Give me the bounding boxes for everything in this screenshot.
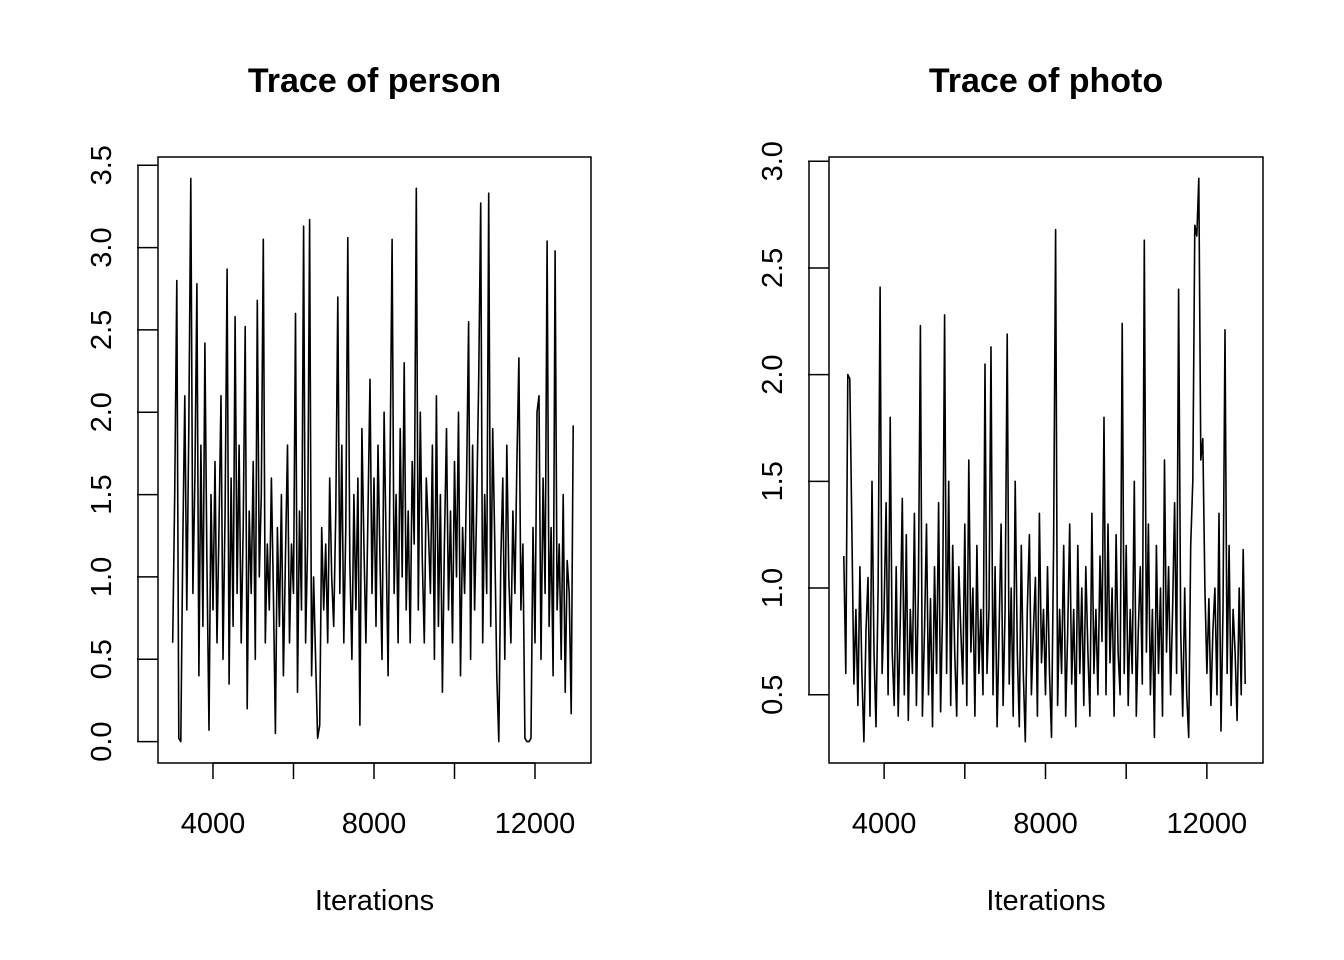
trace-line	[171, 177, 574, 743]
x-tick-label: 8000	[342, 808, 407, 840]
y-tick-label: 2.5	[757, 248, 789, 288]
y-axis: 0.0 0.5 1.0 1.5 2.0 2.5 3.0 3.5	[86, 145, 158, 762]
panel-2: Trace of photo Iterations 4000 8000 12000 0.5…	[757, 62, 1264, 917]
trace-line	[843, 177, 1246, 743]
panel-1: Trace of person Iterations 4000 8000 12000 0.…	[86, 62, 592, 917]
x-tick-label: 8000	[1013, 808, 1078, 840]
y-tick-label: 3.5	[86, 145, 118, 185]
x-axis: 4000 8000 12000	[181, 762, 576, 840]
y-tick-label: 2.0	[757, 354, 789, 394]
y-tick-label: 1.0	[757, 568, 789, 608]
chart-title: Trace of photo	[929, 62, 1163, 100]
y-tick-label: 2.0	[86, 392, 118, 432]
plot-frame	[157, 156, 592, 764]
y-tick-label: 3.0	[757, 141, 789, 181]
y-tick-label: 1.5	[86, 474, 118, 514]
chart-title: Trace of person	[248, 62, 501, 100]
x-axis: 4000 8000 12000	[852, 762, 1248, 840]
y-tick-label: 3.0	[86, 227, 118, 267]
y-tick-label: 0.5	[86, 639, 118, 679]
x-tick-label: 4000	[852, 808, 917, 840]
y-tick-label: 0.5	[757, 675, 789, 715]
y-axis: 0.5 1.0 1.5 2.0 2.5 3.0	[757, 141, 829, 715]
x-axis-label: Iterations	[986, 885, 1105, 917]
y-tick-label: 1.5	[757, 461, 789, 501]
y-tick-label: 2.5	[86, 310, 118, 350]
x-tick-label: 12000	[495, 808, 576, 840]
x-axis-label: Iterations	[315, 885, 434, 917]
y-tick-label: 0.0	[86, 721, 118, 761]
x-tick-label: 4000	[181, 808, 246, 840]
x-tick-label: 12000	[1167, 808, 1248, 840]
y-tick-label: 1.0	[86, 557, 118, 597]
